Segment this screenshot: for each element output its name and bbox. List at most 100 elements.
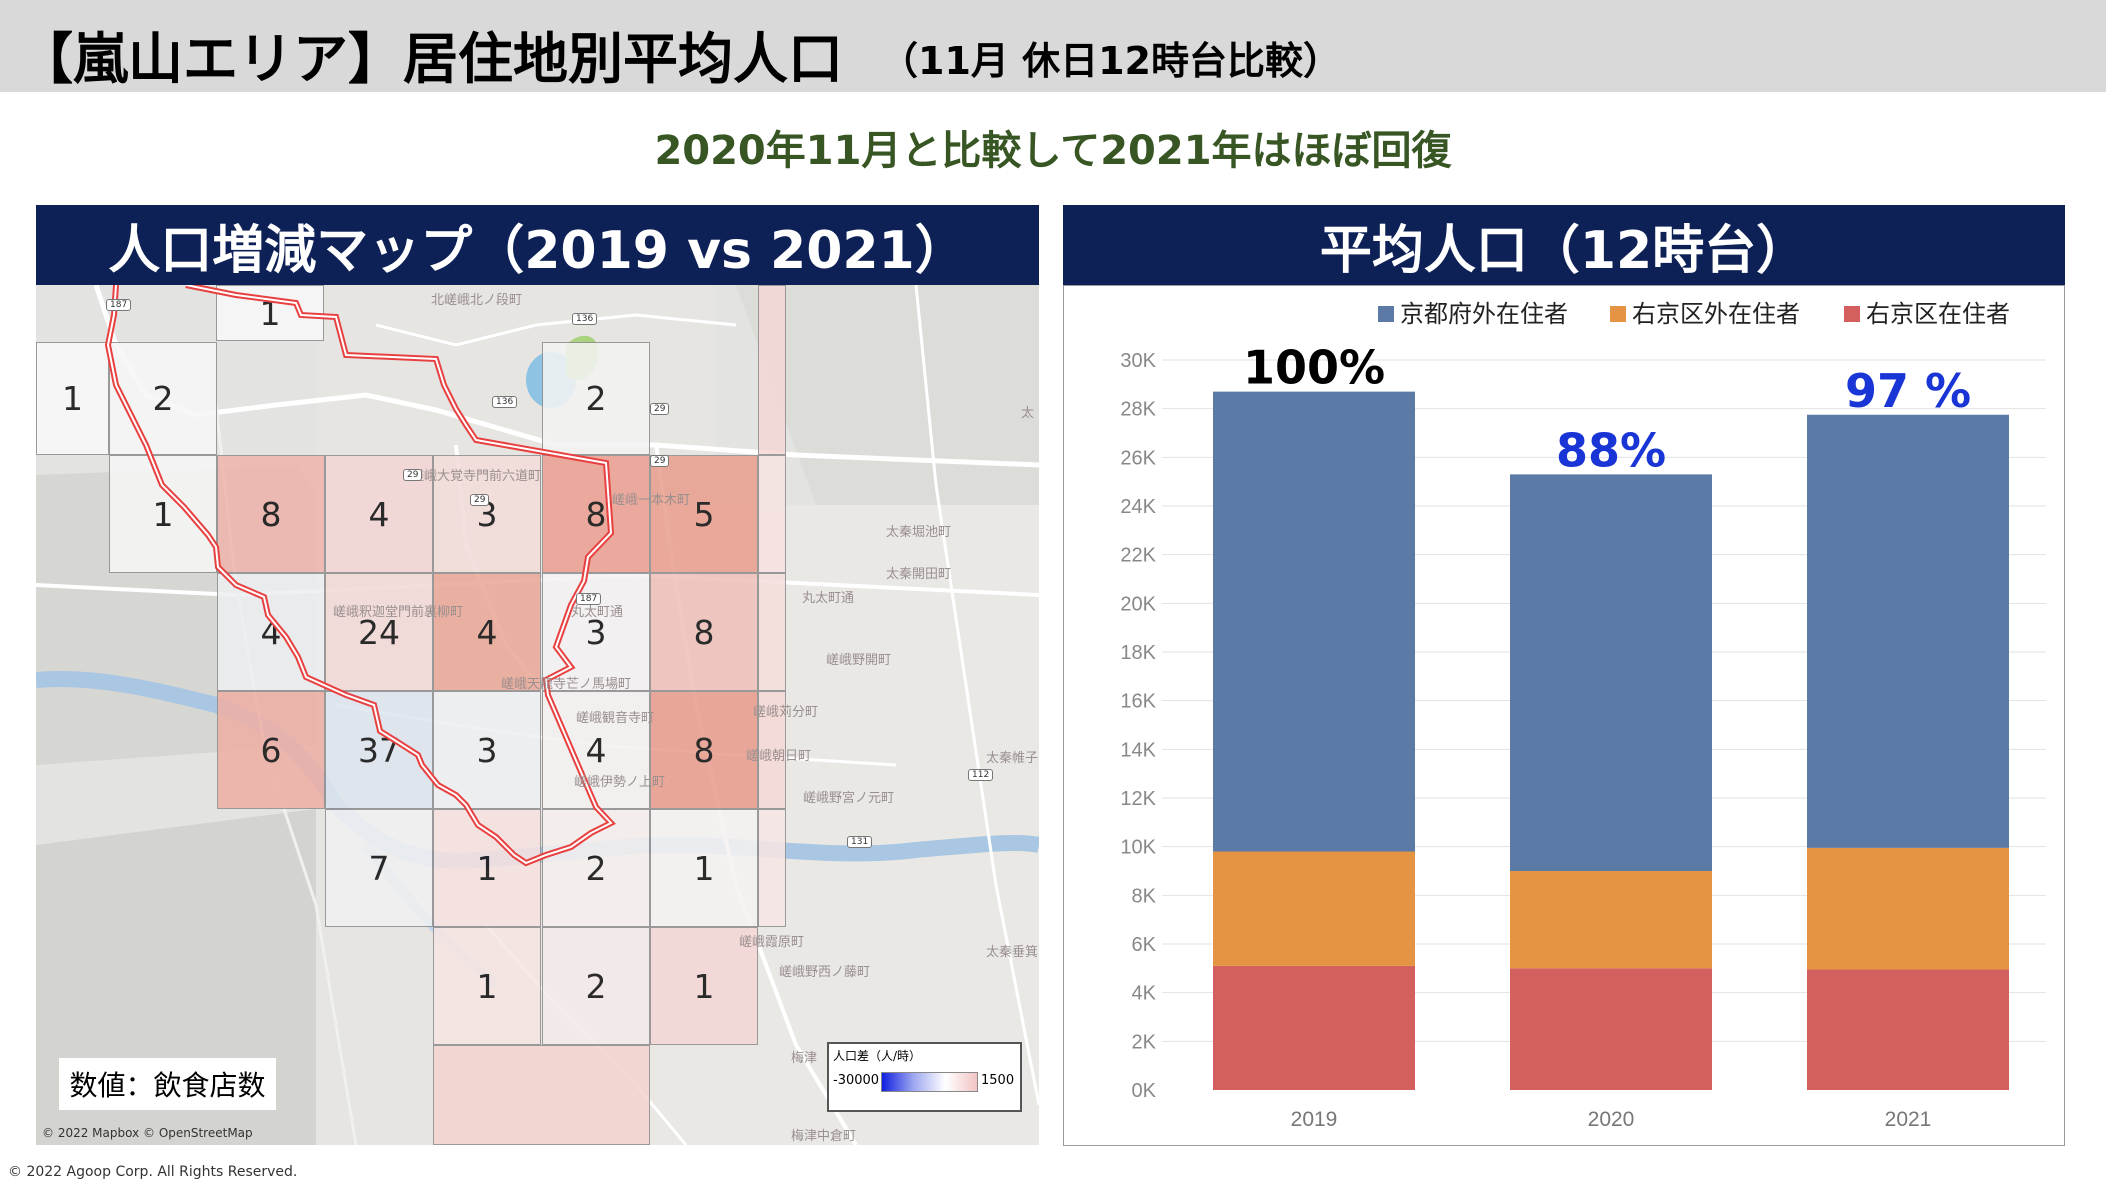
grid-cell-9[interactable]: 5 bbox=[650, 455, 758, 573]
grid-cell-10[interactable]: 4 bbox=[217, 573, 325, 691]
legend-swatch bbox=[1610, 306, 1626, 322]
bar-segment-2021-0 bbox=[1807, 969, 2009, 1090]
road-shield: 29 bbox=[650, 403, 670, 415]
grid-cell-29[interactable] bbox=[758, 573, 786, 691]
grid-cell-0[interactable]: 1 bbox=[216, 285, 324, 341]
summary-text: 2020年11月と比較して2021年はほぼ回復 bbox=[654, 128, 1452, 174]
map-place-label: 嵯峨野宮ノ元町 bbox=[803, 791, 895, 806]
map-place-label: 太 bbox=[1021, 406, 1035, 421]
road-shield: 29 bbox=[470, 494, 490, 506]
map-place-label: 丸太町通 bbox=[802, 591, 855, 606]
grid-cell-28[interactable] bbox=[758, 455, 786, 573]
bar-segment-2021-2 bbox=[1807, 414, 2009, 848]
map-place-label: 嵯峨大覚寺門前六道町 bbox=[411, 469, 542, 484]
legend-label: 右京区在住者 bbox=[1866, 300, 2010, 328]
y-tick-label: 0K bbox=[1132, 1080, 1157, 1102]
map-place-label: 嵯峨一本木町 bbox=[612, 493, 691, 508]
map-place-label: 嵯峨伊勢ノ上町 bbox=[574, 775, 666, 790]
road-shield: 136 bbox=[492, 396, 518, 408]
bar-segment-2020-0 bbox=[1510, 968, 1712, 1090]
map-place-label: 嵯峨野西ノ藤町 bbox=[779, 965, 871, 980]
chart-svg: 0K 2K 4K 6K 8K 10K 12K 14K 16K 18K 20K 22K 24K 26K 28K… bbox=[1120, 300, 2046, 1131]
road-shield: 131 bbox=[847, 836, 873, 848]
map-note: 数値：飲食店数 bbox=[59, 1058, 276, 1110]
grid-cell-24[interactable]: 1 bbox=[433, 927, 541, 1045]
map-place-label: 丸太町通 bbox=[571, 605, 624, 620]
grid-cell-19[interactable]: 8 bbox=[650, 691, 758, 809]
y-tick-label: 8K bbox=[1132, 885, 1157, 907]
grid-cell-17[interactable]: 3 bbox=[433, 691, 541, 809]
map-place-label: 嵯峨野開町 bbox=[826, 653, 892, 668]
grid-cell-1[interactable]: 1 bbox=[36, 342, 109, 455]
map-place-label: 梅津 bbox=[791, 1051, 818, 1066]
y-tick-label: 6K bbox=[1132, 934, 1157, 956]
grid-cell-8[interactable]: 8 bbox=[542, 455, 650, 573]
grid-cell-14[interactable]: 8 bbox=[650, 573, 758, 691]
y-tick-label: 2K bbox=[1132, 1031, 1157, 1053]
legend-label: 京都府外在住者 bbox=[1400, 300, 1568, 328]
grid-cell-25[interactable]: 2 bbox=[542, 927, 650, 1045]
page-title: 【嵐山エリア】居住地別平均人口 bbox=[18, 27, 844, 91]
road-shield: 187 bbox=[106, 299, 132, 311]
legend-gradient bbox=[881, 1072, 978, 1092]
road-shield: 136 bbox=[572, 313, 598, 325]
grid-cell-11[interactable]: 24 bbox=[325, 573, 433, 691]
y-tick-label: 28K bbox=[1120, 399, 1156, 421]
map-place-label: 太秦開田町 bbox=[886, 567, 952, 582]
road-shield: 112 bbox=[968, 769, 994, 781]
y-tick-label: 12K bbox=[1120, 788, 1156, 810]
grid-cell-23[interactable]: 1 bbox=[650, 809, 758, 927]
x-tick-label: 2021 bbox=[1885, 1108, 1932, 1131]
grid-cell-26[interactable]: 1 bbox=[650, 927, 758, 1045]
y-tick-label: 24K bbox=[1120, 496, 1156, 518]
legend-swatch bbox=[1844, 306, 1860, 322]
y-tick-label: 14K bbox=[1120, 739, 1156, 761]
x-tick-label: 2020 bbox=[1588, 1108, 1635, 1131]
grid-cell-15[interactable]: 6 bbox=[217, 691, 325, 809]
grid-cell-2[interactable]: 2 bbox=[109, 342, 217, 455]
y-tick-label: 22K bbox=[1120, 545, 1156, 567]
legend-min-value: -30000 bbox=[833, 1073, 880, 1088]
bar-segment-2019-1 bbox=[1213, 851, 1415, 966]
y-tick-label: 10K bbox=[1120, 837, 1156, 859]
y-tick-label: 16K bbox=[1120, 691, 1156, 713]
bar-total-annotation: 88% bbox=[1556, 423, 1666, 477]
bar-segment-2020-2 bbox=[1510, 474, 1712, 871]
grid-cell-32[interactable] bbox=[433, 1045, 650, 1145]
map-place-label: 嵯峨朝日町 bbox=[746, 749, 812, 764]
chart-panel-title: 平均人口（12時台） bbox=[1063, 205, 2065, 285]
road-shield: 29 bbox=[403, 469, 423, 481]
title-bar: 【嵐山エリア】居住地別平均人口 （11月 休日12時台比較） bbox=[0, 0, 2106, 92]
map-place-label: 嵯峨天龍寺芒ノ馬場町 bbox=[501, 677, 632, 692]
map-place-label: 嵯峨観音寺町 bbox=[576, 711, 655, 726]
grid-cell-20[interactable]: 7 bbox=[325, 809, 433, 927]
grid-cell-21[interactable]: 1 bbox=[433, 809, 541, 927]
grid-cell-5[interactable]: 8 bbox=[217, 455, 325, 573]
y-tick-label: 20K bbox=[1120, 593, 1156, 615]
grid-cell-22[interactable]: 2 bbox=[542, 809, 650, 927]
grid-cell-16[interactable]: 37 bbox=[325, 691, 433, 809]
grid-cell-31[interactable] bbox=[758, 809, 786, 927]
y-tick-label: 18K bbox=[1120, 642, 1156, 664]
grid-cell-3[interactable]: 2 bbox=[542, 342, 650, 455]
grid-cell-4[interactable]: 1 bbox=[109, 455, 217, 573]
map-panel-title: 人口増減マップ（2019 vs 2021） bbox=[36, 205, 1039, 285]
map-place-label: 太秦垂箕山町 bbox=[986, 945, 1039, 960]
x-tick-label: 2019 bbox=[1291, 1108, 1338, 1131]
grid-cell-30[interactable] bbox=[758, 691, 786, 809]
road-shield: 29 bbox=[650, 455, 670, 467]
legend-swatch bbox=[1378, 306, 1394, 322]
population-change-map[interactable]: 1 1 2 2 1 8 4 3 8 5 4 24 4 3 8 6 37 3 4 8 7 1 2 1 1 2 1 北嵯峨北ノ段町 嵯峨大… bbox=[36, 285, 1039, 1145]
map-place-label: 嵯峨釈迦堂門前裏柳町 bbox=[333, 605, 464, 620]
map-color-legend: 人口差（人/時） -30000 1500 bbox=[827, 1042, 1022, 1112]
map-place-label: 嵯峨霞原町 bbox=[739, 935, 805, 950]
bar-segment-2020-1 bbox=[1510, 871, 1712, 969]
copyright: © 2022 Agoop Corp. All Rights Reserved. bbox=[8, 1164, 298, 1180]
grid-cell-27[interactable] bbox=[758, 285, 786, 455]
bar-segment-2019-0 bbox=[1213, 965, 1415, 1090]
y-tick-label: 30K bbox=[1120, 350, 1156, 372]
bar-segment-2019-2 bbox=[1213, 391, 1415, 852]
bar-total-annotation: 100% bbox=[1243, 341, 1385, 395]
map-place-label: 太秦帷子ノ辻町 bbox=[986, 751, 1039, 766]
population-bar-chart: 0K 2K 4K 6K 8K 10K 12K 14K 16K 18K 20K 22K 24K 26K 28K… bbox=[1063, 285, 2065, 1146]
